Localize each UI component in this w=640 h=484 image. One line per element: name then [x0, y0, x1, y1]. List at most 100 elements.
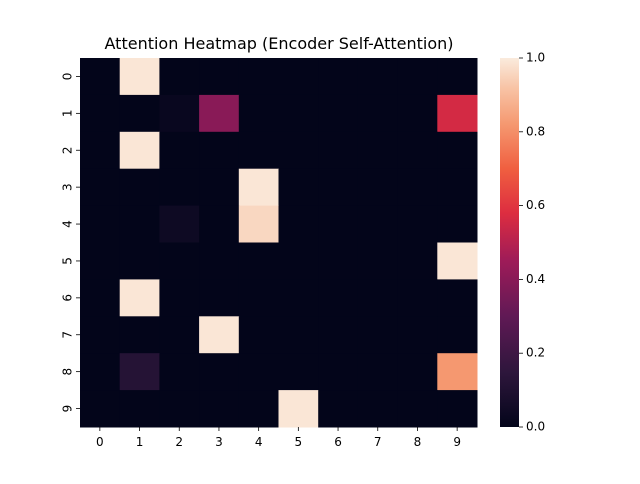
heatmap-cell-r1-c3 — [199, 94, 240, 133]
heatmap-cell-r9-c7 — [357, 390, 399, 428]
heatmap-cell-r4-c9 — [437, 205, 478, 243]
heatmap-cell-r2-c7 — [357, 131, 399, 170]
y-tick-label-5: 5 — [61, 257, 75, 265]
heatmap-cell-r4-c1 — [119, 205, 160, 243]
heatmap-cell-r5-c0 — [80, 242, 121, 280]
heatmap-cell-r4-c7 — [357, 205, 399, 243]
heatmap-cell-r1-c6 — [318, 94, 359, 133]
heatmap-cell-r4-c3 — [199, 205, 240, 243]
y-tick-label-8: 8 — [61, 368, 75, 376]
heatmap-cell-r0-c0 — [80, 58, 121, 96]
x-tick-label-7: 7 — [374, 435, 382, 449]
x-axis-ticks: 0 1 2 3 4 5 6 7 8 9 — [96, 427, 461, 449]
heatmap-cell-r6-c0 — [80, 279, 121, 317]
heatmap-cell-r8-c9 — [437, 353, 478, 391]
heatmap-cell-r1-c5 — [278, 94, 319, 133]
heatmap-cell-r6-c1 — [119, 279, 160, 317]
heatmap-cell-r4-c6 — [318, 205, 359, 243]
heatmap-cell-r4-c0 — [80, 205, 121, 243]
heatmap-cell-r9-c3 — [199, 390, 240, 428]
heatmap-cell-r2-c2 — [159, 131, 200, 170]
heatmap-cell-r3-c8 — [397, 168, 438, 207]
heatmap-cell-r7-c2 — [159, 316, 200, 354]
heatmap-cell-r6-c3 — [199, 279, 240, 317]
heatmap-cell-r0-c3 — [199, 58, 240, 96]
x-tick-label-9: 9 — [453, 435, 461, 449]
y-tick-label-3: 3 — [61, 183, 75, 191]
x-tick-label-5: 5 — [295, 435, 303, 449]
heatmap-cell-r0-c9 — [437, 58, 478, 96]
heatmap-cell-r8-c4 — [238, 353, 279, 391]
heatmap-cell-r6-c7 — [357, 279, 399, 317]
y-tick-label-7: 7 — [61, 331, 75, 339]
heatmap-cell-r4-c8 — [397, 205, 438, 243]
heatmap-cell-r6-c4 — [238, 279, 279, 317]
heatmap-cell-r8-c5 — [278, 353, 319, 391]
heatmap-cell-r3-c6 — [318, 168, 359, 207]
colorbar-tick-label-1: 0.2 — [526, 346, 545, 360]
heatmap-cell-r9-c9 — [437, 390, 478, 428]
heatmap-cell-r4-c4 — [238, 205, 279, 243]
heatmap-cell-r5-c7 — [357, 242, 399, 280]
heatmap-cell-r2-c6 — [318, 131, 359, 170]
heatmap-cell-r6-c6 — [318, 279, 359, 317]
y-tick-label-0: 0 — [61, 73, 75, 81]
heatmap-cell-r3-c4 — [238, 168, 279, 207]
heatmap-cell-r2-c4 — [238, 131, 279, 170]
y-tick-label-2: 2 — [61, 146, 75, 154]
heatmap-cell-r5-c6 — [318, 242, 359, 280]
heatmap-cell-r9-c0 — [80, 390, 121, 428]
heatmap-cell-r0-c5 — [278, 58, 319, 96]
heatmap-cell-r7-c4 — [238, 316, 279, 354]
y-tick-label-1: 1 — [61, 110, 75, 118]
heatmap-cells — [80, 58, 478, 428]
x-tick-label-2: 2 — [175, 435, 183, 449]
heatmap-cell-r9-c2 — [159, 390, 200, 428]
heatmap-cell-r5-c2 — [159, 242, 200, 280]
x-tick-label-4: 4 — [255, 435, 263, 449]
heatmap-cell-r2-c1 — [119, 131, 160, 170]
heatmap-cell-r7-c8 — [397, 316, 438, 354]
heatmap-cell-r9-c8 — [397, 390, 438, 428]
heatmap-cell-r9-c6 — [318, 390, 359, 428]
heatmap-cell-r0-c6 — [318, 58, 359, 96]
heatmap-cell-r8-c1 — [119, 353, 160, 391]
heatmap-cell-r7-c3 — [199, 316, 240, 354]
heatmap-cell-r3-c0 — [80, 168, 121, 207]
chart-title: Attention Heatmap (Encoder Self-Attentio… — [105, 34, 454, 53]
heatmap-cell-r3-c9 — [437, 168, 478, 207]
y-tick-label-6: 6 — [61, 294, 75, 302]
colorbar-tick-label-4: 0.8 — [526, 124, 545, 138]
heatmap-cell-r8-c0 — [80, 353, 121, 391]
heatmap-cell-r9-c5 — [278, 390, 319, 428]
heatmap-cell-r5-c8 — [397, 242, 438, 280]
heatmap-cell-r9-c1 — [119, 390, 160, 428]
heatmap-cell-r2-c5 — [278, 131, 319, 170]
heatmap-cell-r1-c2 — [159, 94, 200, 133]
heatmap-cell-r5-c4 — [238, 242, 279, 280]
heatmap-cell-r5-c9 — [437, 242, 478, 280]
heatmap-cell-r7-c7 — [357, 316, 399, 354]
heatmap-cell-r7-c9 — [437, 316, 478, 354]
heatmap-cell-r7-c6 — [318, 316, 359, 354]
heatmap-cell-r1-c9 — [437, 94, 478, 133]
y-tick-label-4: 4 — [61, 220, 75, 228]
heatmap-cell-r5-c3 — [199, 242, 240, 280]
colorbar-tick-label-0: 0.0 — [526, 420, 545, 434]
colorbar — [500, 58, 519, 427]
heatmap-cell-r0-c1 — [119, 58, 160, 96]
x-tick-label-8: 8 — [414, 435, 422, 449]
heatmap-cell-r4-c2 — [159, 205, 200, 243]
heatmap-cell-r5-c1 — [119, 242, 160, 280]
heatmap-cell-r0-c7 — [357, 58, 399, 96]
heatmap-cell-r6-c5 — [278, 279, 319, 317]
heatmap-cell-r3-c3 — [199, 168, 240, 207]
heatmap-cell-r7-c5 — [278, 316, 319, 354]
y-tick-label-9: 9 — [61, 405, 75, 413]
heatmap-cell-r0-c4 — [238, 58, 279, 96]
heatmap-cell-r2-c8 — [397, 131, 438, 170]
heatmap-cell-r2-c0 — [80, 131, 121, 170]
heatmap-cell-r2-c3 — [199, 131, 240, 170]
heatmap-cell-r1-c0 — [80, 94, 121, 133]
